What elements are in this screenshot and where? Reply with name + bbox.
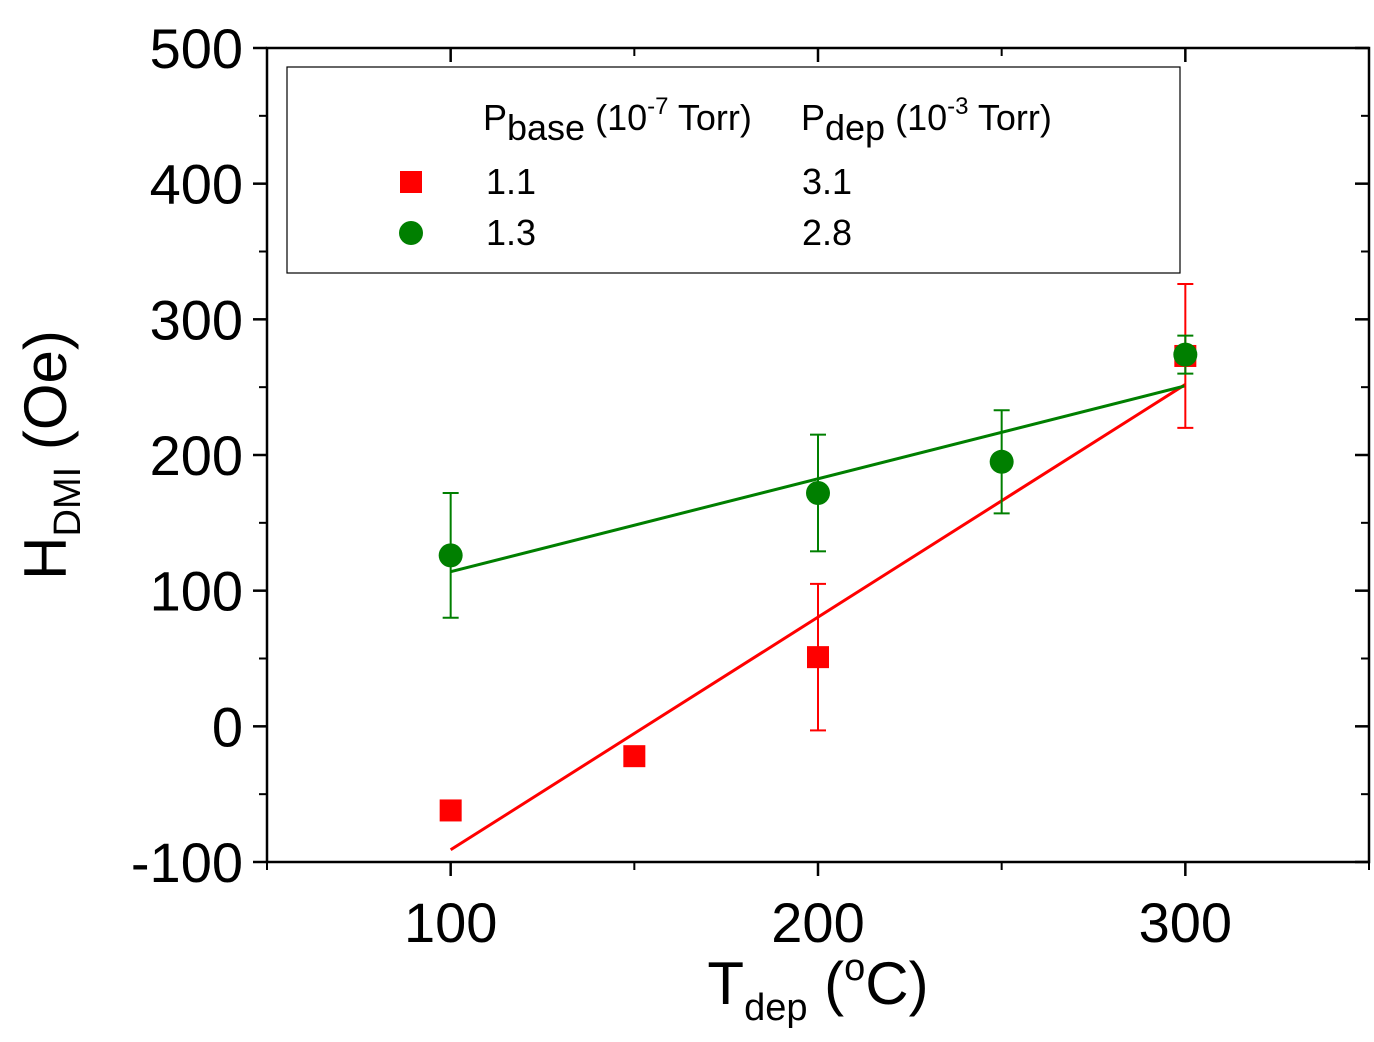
legend-marker-green-circle <box>399 221 423 245</box>
legend: Pbase (10-7 Torr) Pdep (10-3 Torr) 1.1 3… <box>286 66 1181 274</box>
legend-green-pbase: 1.3 <box>486 212 536 253</box>
data-point-green <box>806 480 830 505</box>
data-point-green <box>1173 342 1198 367</box>
legend-green-pdep: 2.8 <box>802 212 852 253</box>
legend-header-pbase: Pbase (10-7 Torr) <box>483 93 752 148</box>
legend-red-pdep: 3.1 <box>802 161 852 202</box>
legend-box <box>286 66 1181 274</box>
x-tick-label: 200 <box>771 891 864 954</box>
data-point-red <box>623 745 646 768</box>
legend-marker-red-square <box>400 171 422 193</box>
legend-red-pbase: 1.1 <box>486 161 536 202</box>
y-tick-label: 200 <box>150 424 243 487</box>
y-tick-label: 300 <box>150 288 243 351</box>
axis-ticks <box>253 46 1370 876</box>
y-axis-title: HDMI (Oe) <box>12 330 89 580</box>
y-tick-label: -100 <box>131 831 243 894</box>
data-point-red <box>807 646 829 669</box>
data-point-red <box>439 799 462 822</box>
x-tick-label: 100 <box>404 891 497 954</box>
y-tick-label: 0 <box>212 695 243 758</box>
legend-header-pdep: Pdep (10-3 Torr) <box>801 93 1052 148</box>
x-tick-label: 300 <box>1139 891 1232 954</box>
y-tick-label: 400 <box>150 153 243 216</box>
x-axis-title: Tdep (oC) <box>707 947 928 1029</box>
data-point-green <box>989 449 1014 474</box>
data-point-green <box>438 543 463 568</box>
data-markers <box>438 342 1198 822</box>
axis-tick-labels: -100 0 100 200 300 400 500 100 200 300 <box>131 17 1232 954</box>
y-tick-label: 100 <box>150 560 243 623</box>
y-tick-label: 500 <box>150 17 243 80</box>
